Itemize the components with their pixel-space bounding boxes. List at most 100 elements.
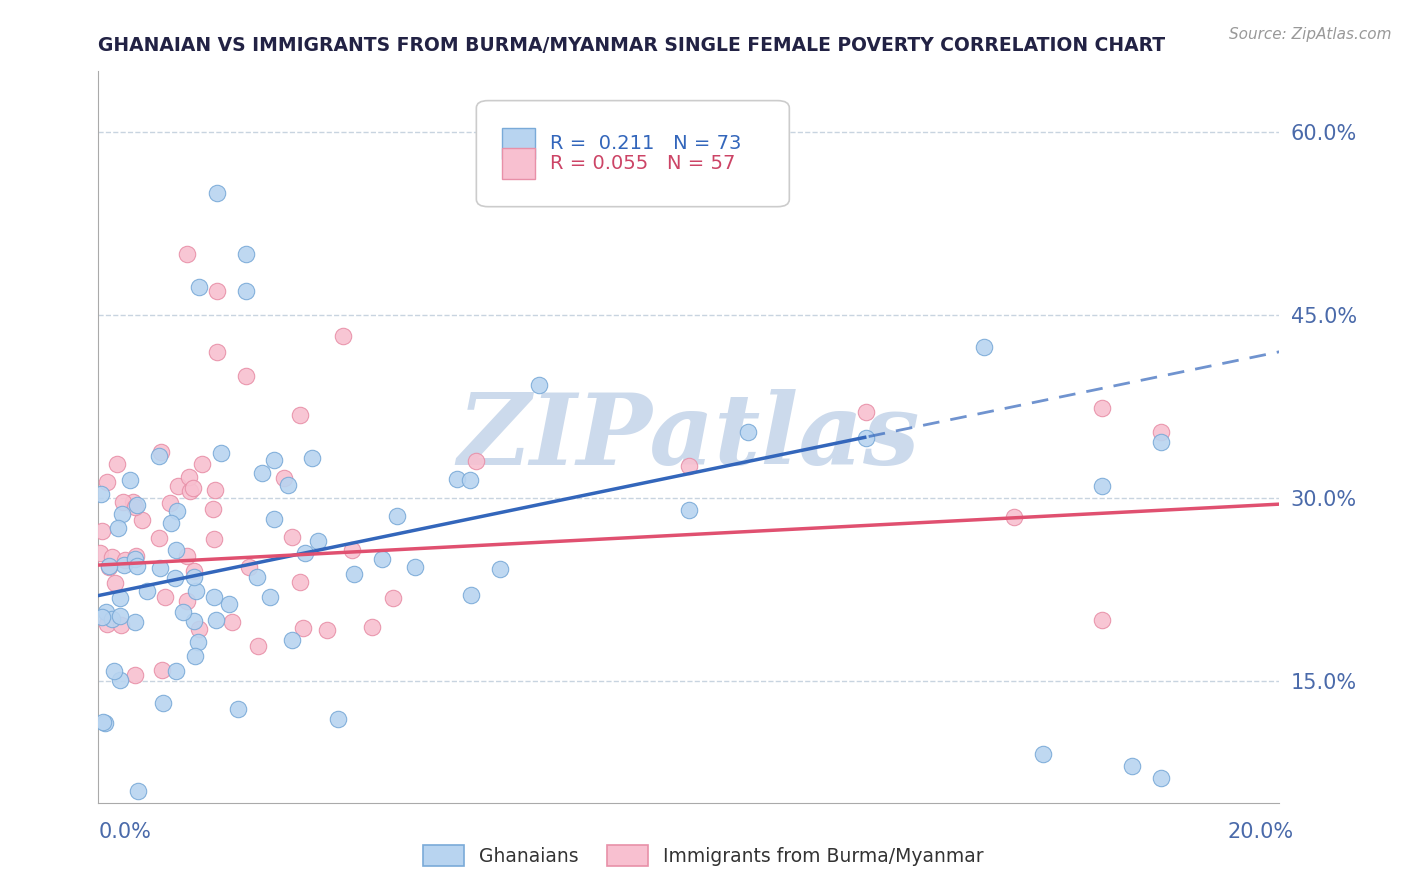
- Point: [238, 560, 260, 574]
- Point: [183, 564, 205, 578]
- Point: [855, 404, 877, 418]
- Point: [259, 590, 281, 604]
- Point: [235, 369, 257, 384]
- Point: [150, 664, 173, 678]
- Point: [96, 475, 118, 489]
- Point: [1150, 435, 1173, 450]
- Point: [127, 783, 149, 797]
- Point: [148, 531, 170, 545]
- Point: [1032, 747, 1054, 761]
- Point: [107, 521, 129, 535]
- Point: [184, 648, 207, 663]
- Point: [209, 446, 232, 460]
- Point: [149, 445, 172, 459]
- Point: [280, 530, 302, 544]
- Point: [104, 576, 127, 591]
- Point: [91, 609, 114, 624]
- Point: [165, 664, 187, 678]
- Point: [111, 507, 134, 521]
- FancyBboxPatch shape: [477, 101, 789, 207]
- Point: [228, 702, 250, 716]
- Point: [281, 633, 304, 648]
- Point: [103, 664, 125, 678]
- Point: [191, 457, 214, 471]
- Legend: Ghanaians, Immigrants from Burma/Myanmar: Ghanaians, Immigrants from Burma/Myanmar: [415, 837, 991, 873]
- Point: [135, 583, 157, 598]
- Point: [124, 552, 146, 566]
- Point: [89, 546, 111, 560]
- Point: [202, 502, 225, 516]
- Point: [273, 471, 295, 485]
- Point: [342, 567, 364, 582]
- Point: [111, 495, 134, 509]
- FancyBboxPatch shape: [502, 148, 536, 179]
- Point: [263, 453, 285, 467]
- Point: [307, 534, 329, 549]
- Point: [98, 559, 121, 574]
- Point: [247, 640, 270, 654]
- Text: 20.0%: 20.0%: [1227, 822, 1294, 842]
- Text: Source: ZipAtlas.com: Source: ZipAtlas.com: [1229, 27, 1392, 42]
- Point: [120, 473, 142, 487]
- Point: [101, 612, 124, 626]
- Point: [202, 590, 225, 604]
- Point: [183, 570, 205, 584]
- Point: [294, 545, 316, 559]
- Point: [166, 504, 188, 518]
- Point: [205, 344, 228, 359]
- Point: [1091, 479, 1114, 493]
- Point: [179, 469, 201, 483]
- Point: [90, 487, 112, 501]
- Point: [165, 571, 187, 585]
- Point: [183, 615, 205, 629]
- Point: [678, 458, 700, 473]
- Point: [205, 284, 228, 298]
- Text: 0.0%: 0.0%: [98, 822, 152, 842]
- Point: [973, 340, 995, 354]
- Point: [1150, 425, 1173, 439]
- Point: [263, 511, 285, 525]
- Point: [326, 712, 349, 726]
- Point: [235, 284, 257, 298]
- Point: [855, 431, 877, 445]
- Point: [235, 247, 257, 261]
- Point: [385, 508, 408, 523]
- Point: [332, 328, 354, 343]
- FancyBboxPatch shape: [502, 128, 536, 159]
- Point: [204, 613, 226, 627]
- Point: [179, 483, 201, 498]
- Text: ZIPatlas: ZIPatlas: [458, 389, 920, 485]
- Point: [93, 715, 115, 730]
- Point: [291, 621, 314, 635]
- Point: [288, 574, 311, 589]
- Point: [381, 591, 404, 605]
- Point: [176, 594, 198, 608]
- Point: [152, 696, 174, 710]
- Point: [110, 618, 132, 632]
- Point: [100, 549, 122, 564]
- Point: [91, 524, 114, 539]
- Point: [1002, 510, 1025, 524]
- Point: [204, 532, 226, 546]
- Point: [165, 543, 187, 558]
- Point: [460, 588, 482, 602]
- Point: [160, 516, 183, 530]
- Point: [131, 513, 153, 527]
- Point: [184, 583, 207, 598]
- Point: [205, 186, 228, 201]
- Point: [340, 543, 363, 558]
- Text: GHANAIAN VS IMMIGRANTS FROM BURMA/MYANMAR SINGLE FEMALE POVERTY CORRELATION CHAR: GHANAIAN VS IMMIGRANTS FROM BURMA/MYANMA…: [98, 36, 1166, 54]
- Point: [176, 247, 198, 261]
- Point: [114, 553, 136, 567]
- Point: [125, 558, 148, 573]
- Point: [737, 425, 759, 440]
- Point: [94, 715, 117, 730]
- Point: [1150, 772, 1173, 786]
- Point: [183, 482, 205, 496]
- Point: [105, 457, 128, 471]
- Point: [155, 591, 177, 605]
- Point: [124, 667, 146, 681]
- Point: [277, 478, 299, 492]
- Point: [108, 608, 131, 623]
- Point: [446, 472, 468, 486]
